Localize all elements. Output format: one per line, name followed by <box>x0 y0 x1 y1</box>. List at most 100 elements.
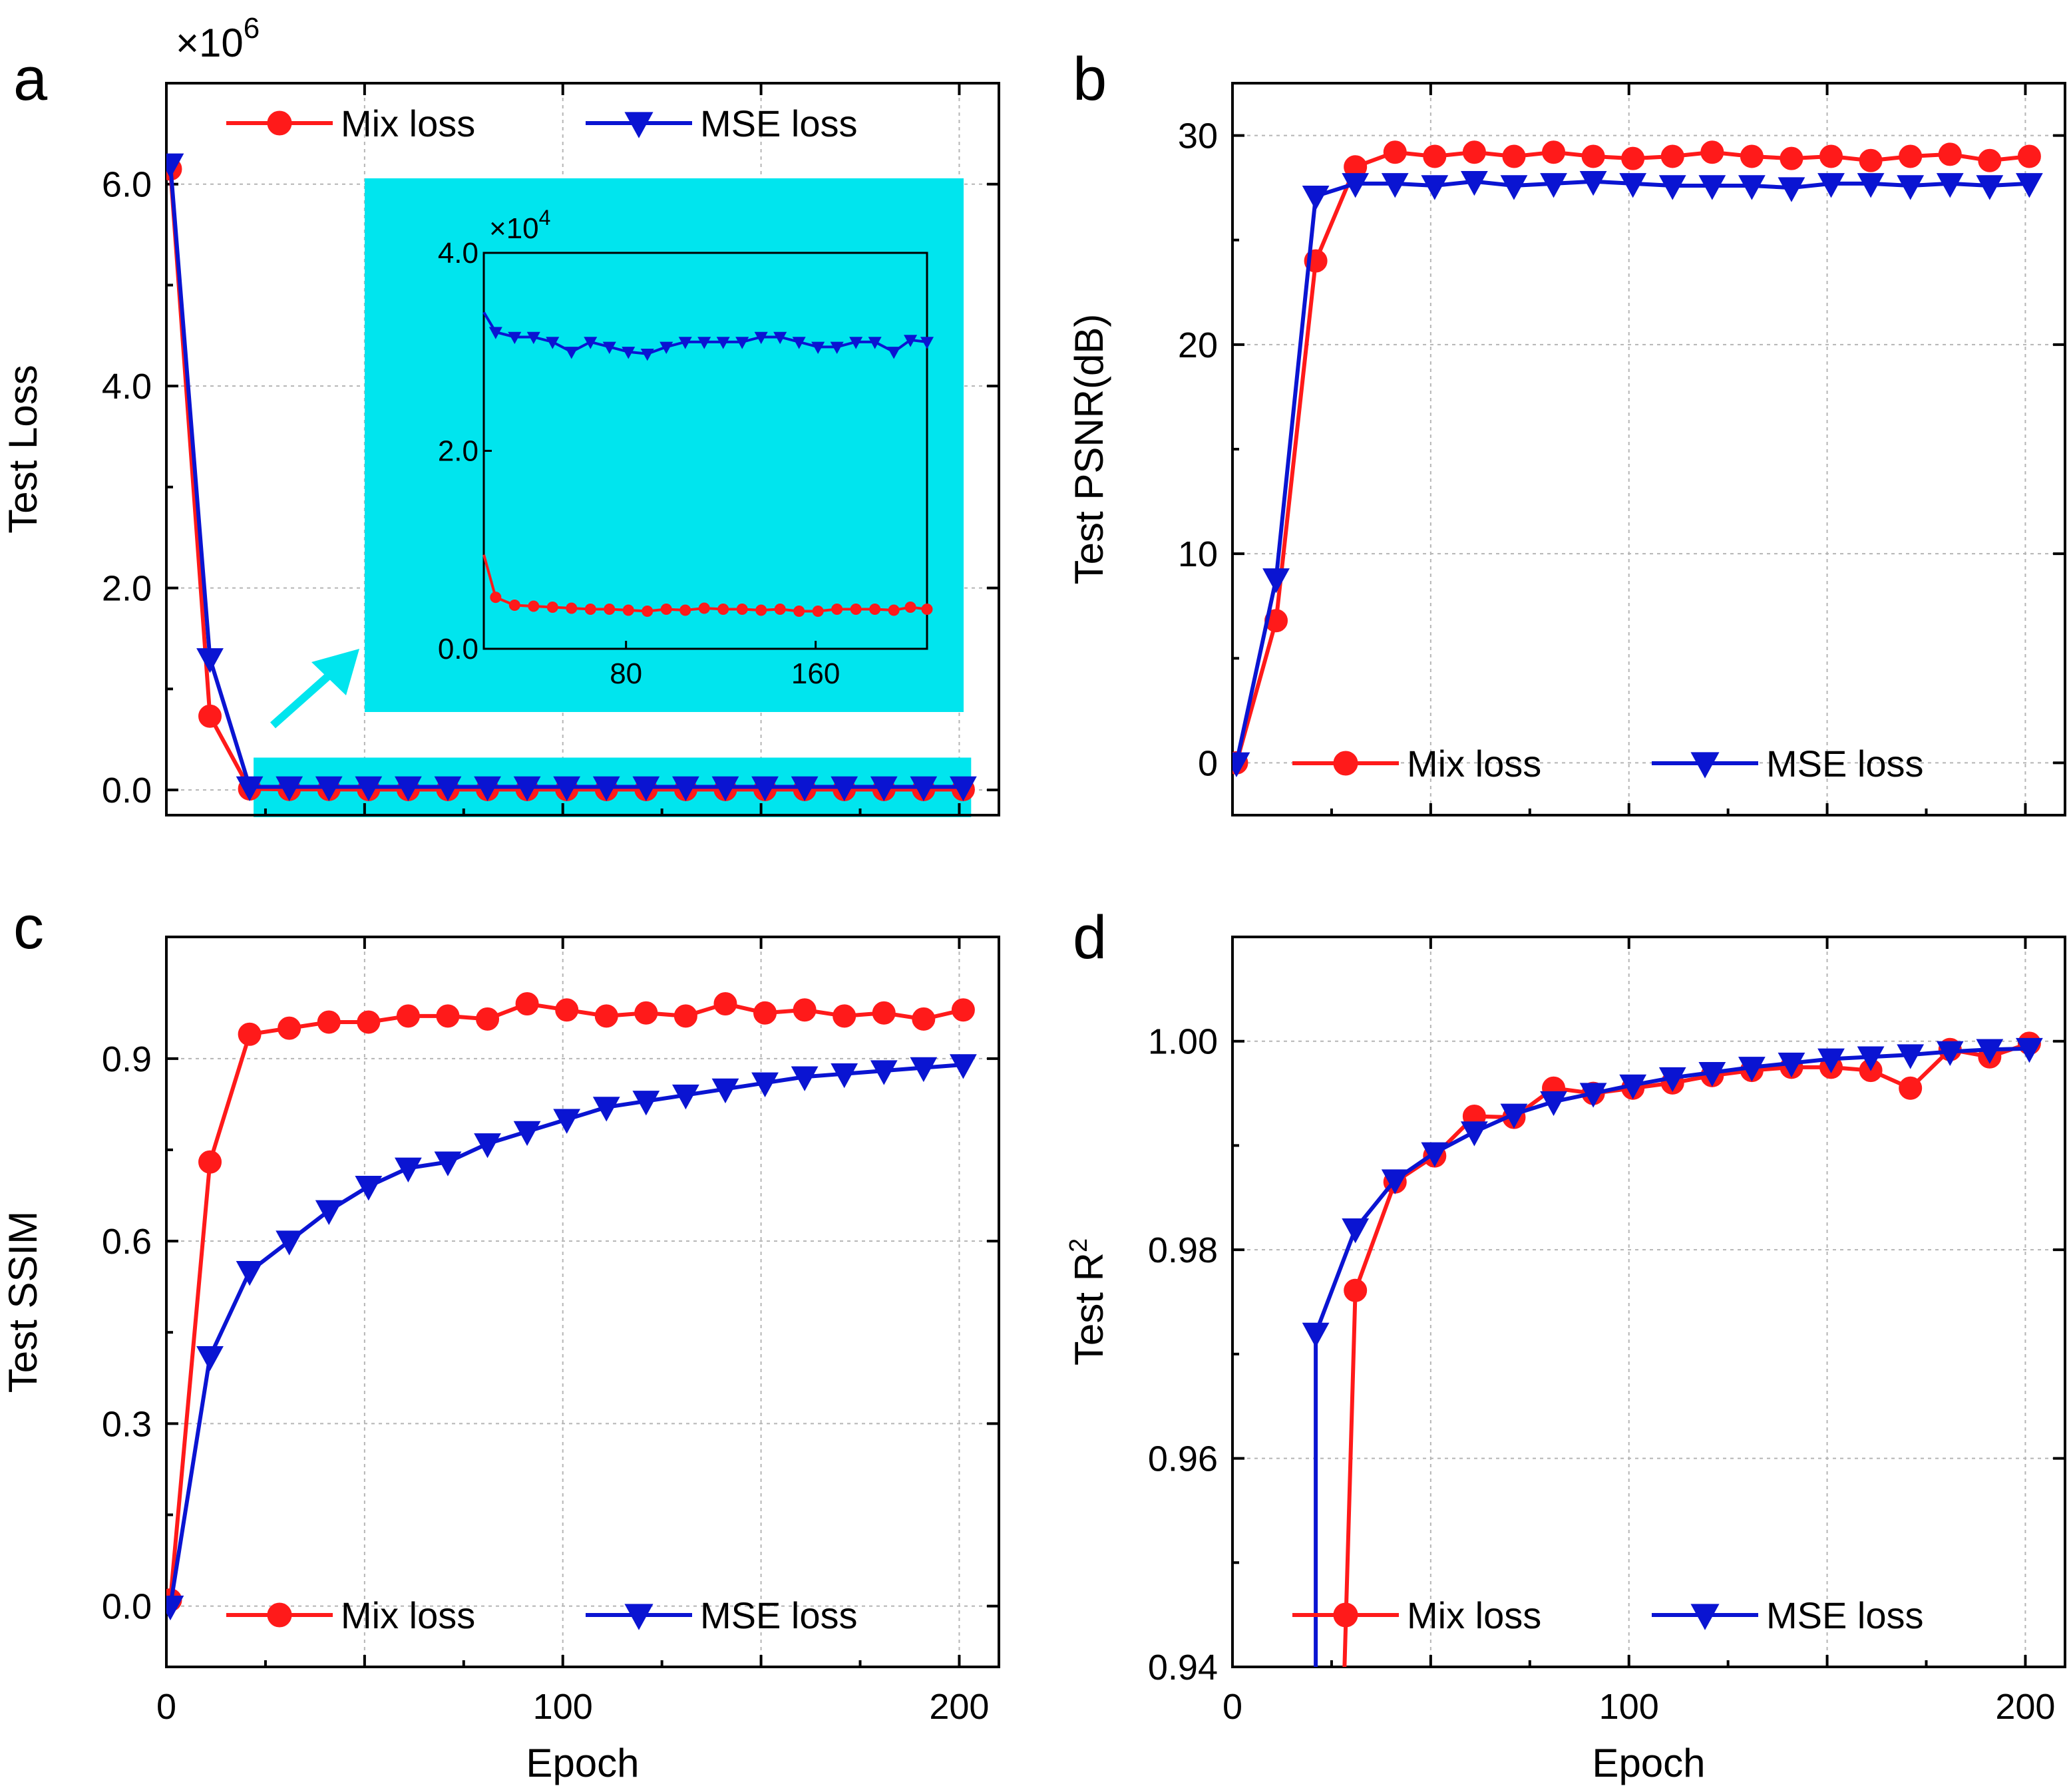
inset-mse-loss-point <box>659 341 673 355</box>
mix-loss-point <box>476 1007 500 1031</box>
x-tick-label: 0 <box>156 1687 176 1727</box>
y-axis-title: Test Loss <box>1 365 45 533</box>
mix-loss-point <box>951 998 975 1022</box>
y-tick-label: 10 <box>1178 534 1218 574</box>
inset-mix-loss-point <box>528 600 540 612</box>
mse-loss-point <box>355 776 383 802</box>
legend-marker <box>1690 752 1720 779</box>
mse-loss-point <box>1698 175 1726 200</box>
mse-loss-point <box>751 1072 779 1097</box>
mse-loss-point <box>910 1057 938 1083</box>
mse-loss-point <box>870 1060 898 1085</box>
legend-marker <box>1333 1602 1358 1628</box>
legend-marker <box>1333 751 1358 776</box>
mse-loss-point <box>1421 175 1449 200</box>
mse-loss-point <box>1698 1061 1726 1087</box>
y-tick-label: 0.3 <box>102 1404 152 1444</box>
mix-loss-point <box>833 1004 856 1028</box>
plot-frame <box>1231 936 2066 1668</box>
mse-loss-point <box>791 776 819 802</box>
y-tick-label: 0.94 <box>1148 1648 1218 1688</box>
inset-y-multiplier: ×104 <box>489 206 550 245</box>
mse-loss-point <box>474 776 501 802</box>
mse-loss-point <box>831 1063 858 1089</box>
legend-mse-loss: MSE loss <box>1652 743 1924 785</box>
mse-loss-point <box>1262 568 1290 594</box>
inset-mix-loss-point <box>679 604 691 616</box>
mse-loss-point <box>196 1346 224 1371</box>
mix-loss-point <box>1819 144 1843 168</box>
y-axis-title: Test SSIM <box>1 1211 45 1393</box>
mix-loss-point <box>1899 1076 1923 1100</box>
inset-mix-loss-point <box>921 604 933 615</box>
y-multiplier: ×106 <box>176 12 260 65</box>
mix-loss-point <box>238 1022 262 1046</box>
mix-loss-point <box>1660 144 1684 168</box>
mse-loss-point <box>949 1054 977 1079</box>
legend-mse-loss: MSE loss <box>586 102 858 144</box>
inset-mix-loss-point <box>755 604 767 616</box>
mse-loss-point <box>1817 1048 1845 1073</box>
inset-mix-loss-point <box>736 604 748 615</box>
series-group <box>1302 1031 2043 1667</box>
mse-loss-point <box>276 1230 303 1256</box>
x-axis-title: Epoch <box>1592 1741 1705 1785</box>
inset: 80 160 0.0 2.0 4.0 ×104 <box>270 178 964 729</box>
inset-mse-loss-point <box>640 349 654 361</box>
series-line <box>1234 179 2030 764</box>
mse-loss-point <box>1619 1074 1647 1100</box>
mix-loss-point <box>793 998 817 1022</box>
inset-mse-loss-point <box>830 341 844 355</box>
inset-mix-loss-point <box>566 602 578 614</box>
mse-loss-point <box>791 1066 819 1091</box>
y-tick-label: 0.98 <box>1148 1230 1218 1270</box>
panel-c: 0 100 200 0.0 0.3 0.6 0.9 Test SSIM Epoch c Mix lo… <box>1 894 1000 1785</box>
mse-loss-point <box>513 776 541 802</box>
legend-label: MSE loss <box>1766 743 1924 785</box>
mix-loss-point <box>555 998 579 1022</box>
y-axis-title-superscript: 2 <box>1065 1238 1093 1252</box>
mix-loss-point <box>357 1010 381 1034</box>
mse-loss-point <box>553 1109 581 1134</box>
mse-loss-point <box>2015 1037 2043 1063</box>
mse-loss-point <box>1897 175 1925 200</box>
inset-mix-loss-point <box>584 604 596 615</box>
mse-loss-point <box>236 1261 264 1286</box>
inset-mse-loss-point <box>754 331 768 345</box>
x-tick-label: 100 <box>533 1687 593 1727</box>
panel-letter: a <box>13 45 48 113</box>
inset-mse-loss-point <box>508 331 522 345</box>
legend-label: Mix loss <box>1407 1594 1541 1636</box>
legend-mix-loss: Mix loss <box>1292 743 1541 785</box>
inset-mse-loss-point <box>868 337 882 349</box>
inset-mix-loss-point <box>717 604 729 615</box>
mse-loss-point <box>592 776 620 802</box>
mse-loss-point <box>1976 175 2004 200</box>
inset-mse-loss-point <box>584 337 598 349</box>
inset-y-multiplier-exponent: 4 <box>539 206 551 230</box>
y-tick-label: 20 <box>1178 325 1218 365</box>
x-tick-label: 0 <box>1223 1687 1242 1727</box>
inset-mix-loss-point <box>660 604 672 615</box>
mse-loss-point <box>1342 173 1370 198</box>
legend-marker <box>267 1602 292 1628</box>
legend-mix-loss: Mix loss <box>226 1594 475 1636</box>
inset-mse-loss-point <box>678 337 692 349</box>
legend-mix-loss: Mix loss <box>1292 1594 1541 1636</box>
legend-mse-loss: MSE loss <box>1652 1594 1924 1636</box>
inset-mix-loss-point <box>622 604 634 616</box>
inset-mix-loss-point <box>850 604 862 615</box>
inset-mse-loss-point <box>773 331 787 345</box>
mse-loss-point <box>632 1091 660 1116</box>
legend-marker <box>624 1604 654 1630</box>
mse-loss-point <box>1232 752 1250 777</box>
mse-loss-point <box>1540 1091 1567 1117</box>
mix-loss-point <box>317 1010 341 1034</box>
mix-loss-point <box>1780 146 1803 170</box>
mix-loss-point <box>1542 140 1566 164</box>
mix-loss-point <box>278 1016 301 1040</box>
mix-loss-point <box>1502 144 1526 168</box>
mse-loss-point <box>434 1151 462 1176</box>
y-tick-label: 2.0 <box>102 569 152 609</box>
